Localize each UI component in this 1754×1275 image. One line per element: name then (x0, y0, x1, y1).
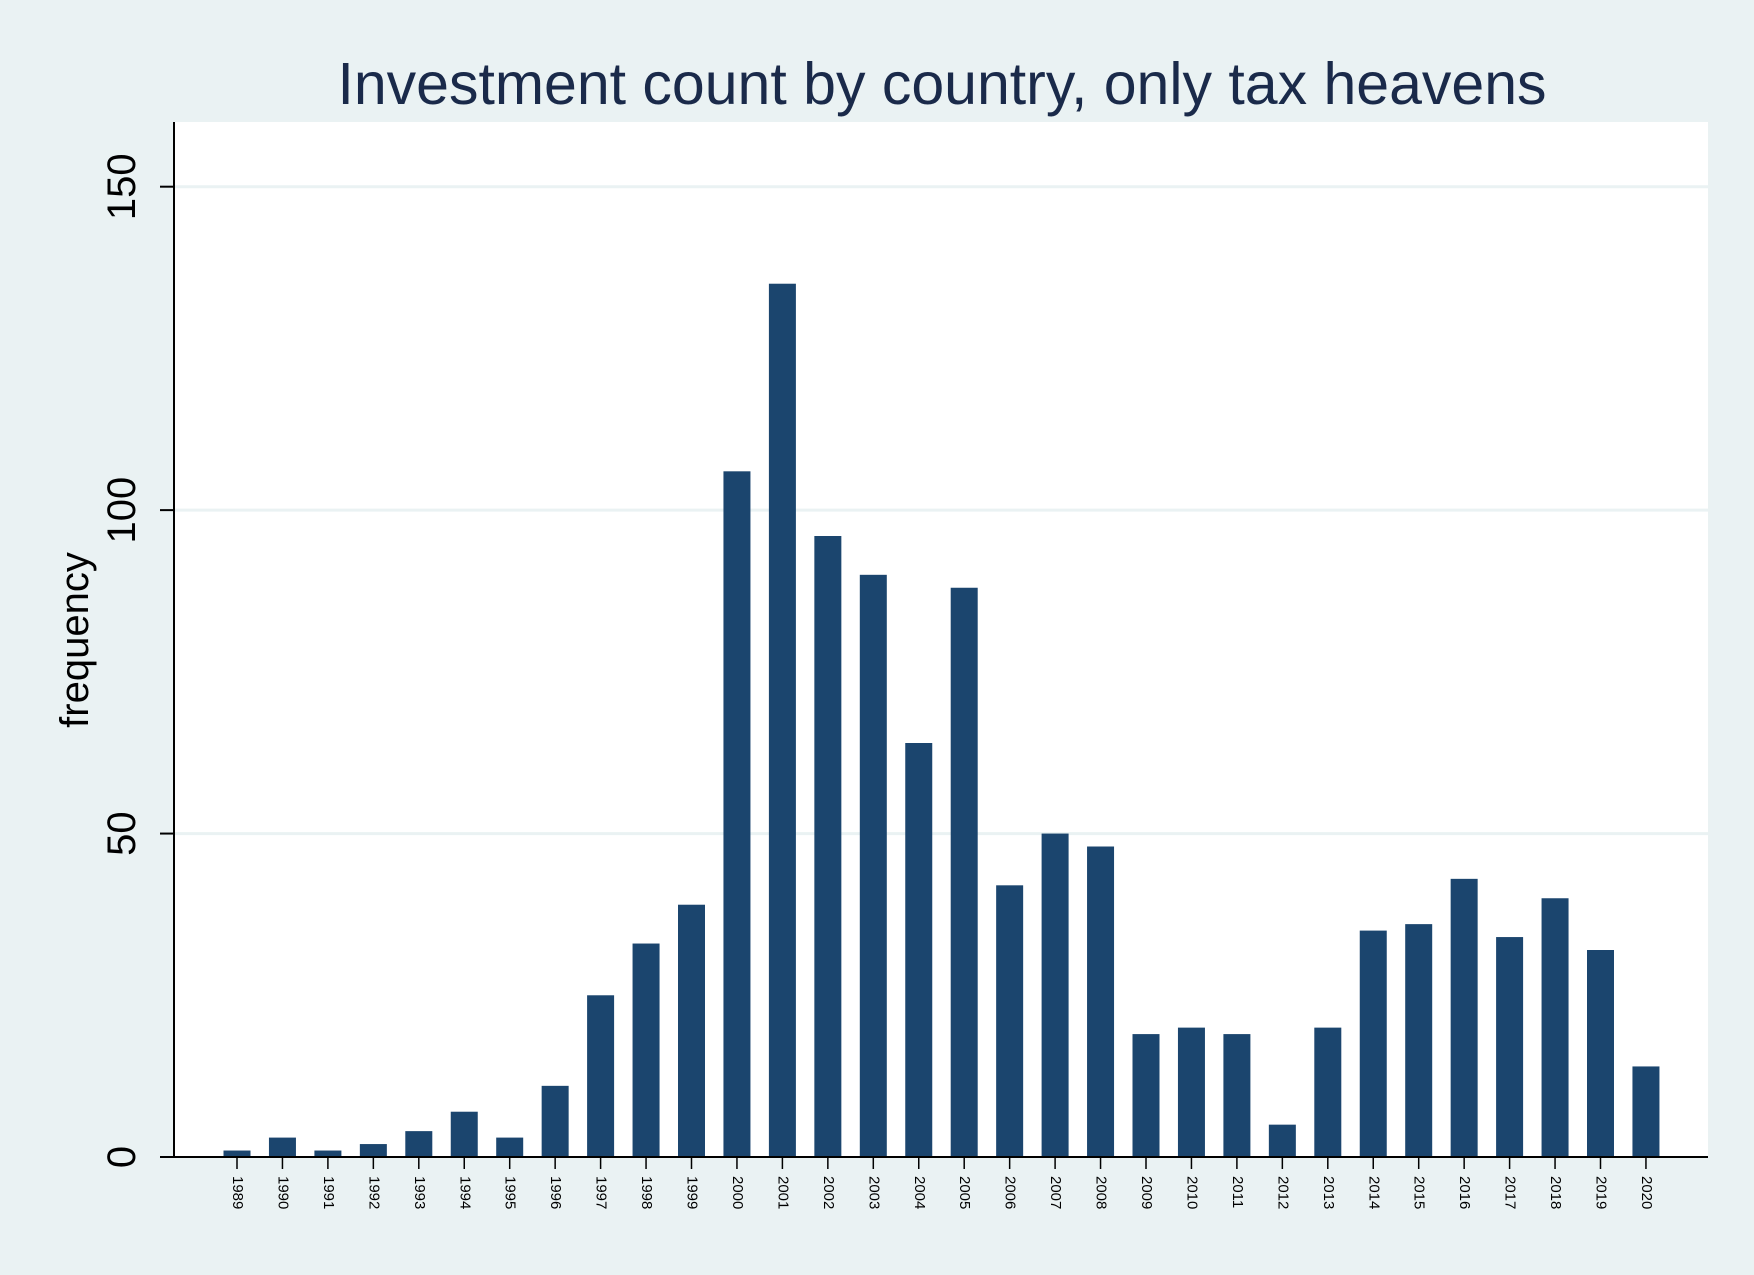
bar-2008 (1087, 846, 1115, 1157)
y-tick-label: 150 (100, 153, 144, 220)
x-tick-label: 2004 (911, 1176, 928, 1209)
axes (160, 122, 1708, 1169)
x-tick-label: 2013 (1320, 1176, 1337, 1209)
bar-1999 (678, 904, 705, 1157)
x-tick-label: 2016 (1456, 1176, 1473, 1209)
bar-1995 (496, 1137, 524, 1157)
x-tick-label: 1999 (684, 1176, 701, 1209)
x-tick-label: 2020 (1638, 1176, 1655, 1209)
bar-2005 (950, 587, 978, 1157)
bar-2007 (1041, 833, 1069, 1157)
bar-2012 (1268, 1124, 1296, 1157)
y-tick-label: 100 (100, 477, 144, 544)
x-tick-label: 2012 (1274, 1176, 1291, 1209)
x-tick-label: 2014 (1365, 1176, 1382, 1209)
x-tick-label: 2003 (865, 1176, 882, 1209)
x-tick-label: 2001 (774, 1176, 791, 1209)
x-tick-label: 1992 (365, 1176, 382, 1209)
bar-2020 (1632, 1066, 1660, 1157)
bar-1989 (223, 1150, 251, 1157)
x-tick-label: 1996 (547, 1176, 564, 1209)
x-tick-label: 2006 (1002, 1176, 1019, 1209)
x-tick-label: 1993 (411, 1176, 428, 1209)
bar-1994 (450, 1111, 478, 1157)
bar-1992 (359, 1144, 387, 1157)
bar-2006 (996, 885, 1024, 1157)
x-tick-label: 2011 (1229, 1176, 1246, 1208)
x-tick-label: 2008 (1093, 1176, 1110, 1209)
x-tick-label: 2009 (1138, 1176, 1155, 1209)
bar-2016 (1450, 878, 1478, 1157)
x-tick-label: 1989 (229, 1176, 246, 1209)
x-tick-label: 1994 (456, 1176, 473, 1209)
x-tick-label: 2005 (956, 1176, 973, 1209)
bar-1993 (405, 1131, 433, 1157)
bar-2013 (1314, 1027, 1342, 1157)
y-tick-labels: 0 50 100 150 (100, 153, 144, 1168)
bar-2001 (768, 283, 796, 1157)
bar-1991 (314, 1150, 342, 1157)
bar-1998 (632, 943, 660, 1157)
x-tick-label: 2019 (1593, 1176, 1610, 1209)
y-tick-label: 50 (100, 811, 144, 856)
x-tick-label: 1990 (274, 1176, 291, 1209)
y-tick-label: 0 (100, 1146, 144, 1168)
bars (223, 283, 1660, 1157)
y-axis-label: frequency (53, 552, 97, 728)
bar-2017 (1496, 937, 1524, 1157)
x-tick-label: 2000 (729, 1176, 746, 1209)
bar-1997 (587, 995, 615, 1157)
bar-1996 (541, 1085, 569, 1157)
x-tick-label: 1997 (593, 1176, 610, 1209)
bar-2011 (1223, 1034, 1251, 1157)
bar-1990 (268, 1137, 296, 1157)
x-tick-label: 2007 (1047, 1176, 1064, 1209)
x-tick-labels: 1989 1990 1991 1992 1993 1994 1995 1996 1997 1998… (229, 1176, 1655, 1209)
x-tick-label: 2010 (1183, 1176, 1200, 1209)
bar-2018 (1541, 898, 1569, 1157)
bar-2003 (859, 574, 887, 1157)
x-tick-label: 2017 (1502, 1176, 1519, 1209)
bar-2019 (1587, 950, 1614, 1157)
plot-background (174, 122, 1708, 1157)
bar-2004 (905, 743, 933, 1157)
x-tick-label: 2002 (820, 1176, 837, 1209)
bar-2015 (1405, 924, 1433, 1157)
chart-title: Investment count by country, only tax he… (337, 51, 1546, 117)
x-tick-label: 1991 (320, 1176, 337, 1209)
grid-lines (174, 185, 1708, 836)
x-tick-label: 2018 (1547, 1176, 1564, 1209)
bar-2002 (814, 536, 842, 1157)
x-tick-label: 2015 (1411, 1176, 1428, 1209)
bar-2009 (1132, 1034, 1160, 1157)
x-tick-label: 1995 (502, 1176, 519, 1209)
x-tick-label: 1998 (638, 1176, 655, 1209)
bar-2014 (1359, 930, 1387, 1157)
bar-2010 (1177, 1027, 1205, 1157)
bar-2000 (723, 471, 751, 1157)
